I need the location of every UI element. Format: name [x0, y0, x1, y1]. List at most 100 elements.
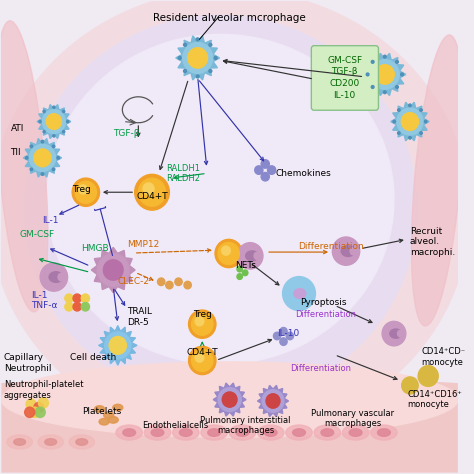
Text: IL-10: IL-10	[278, 329, 300, 338]
Circle shape	[218, 388, 241, 411]
Circle shape	[81, 302, 90, 311]
Text: Treg: Treg	[193, 310, 212, 319]
Text: Differentiation: Differentiation	[295, 310, 356, 319]
Text: Recruit
alveol.
macrophi.: Recruit alveol. macrophi.	[410, 227, 455, 256]
Text: Capillary: Capillary	[4, 353, 44, 362]
Ellipse shape	[264, 429, 277, 437]
Ellipse shape	[411, 35, 463, 326]
Ellipse shape	[0, 0, 469, 438]
Circle shape	[30, 168, 33, 171]
Text: IL-1: IL-1	[43, 216, 59, 225]
Circle shape	[209, 70, 212, 73]
Text: Treg: Treg	[72, 185, 91, 194]
Circle shape	[401, 113, 419, 130]
Circle shape	[81, 294, 90, 302]
Ellipse shape	[236, 429, 249, 437]
Circle shape	[382, 321, 406, 346]
Text: Pyroptosis: Pyroptosis	[301, 299, 347, 308]
Circle shape	[242, 270, 248, 276]
Circle shape	[237, 274, 242, 279]
Ellipse shape	[116, 425, 143, 440]
Circle shape	[43, 110, 45, 112]
Ellipse shape	[321, 429, 334, 437]
Ellipse shape	[47, 35, 394, 364]
Text: CD4+T: CD4+T	[136, 192, 168, 201]
Circle shape	[267, 166, 276, 174]
Text: NETs: NETs	[235, 261, 256, 270]
Ellipse shape	[342, 425, 369, 440]
Circle shape	[184, 281, 191, 289]
Ellipse shape	[246, 251, 258, 261]
Circle shape	[396, 86, 398, 89]
Circle shape	[63, 110, 65, 112]
Text: Resident alveolar mcrophage: Resident alveolar mcrophage	[153, 13, 306, 23]
Ellipse shape	[201, 425, 228, 440]
Ellipse shape	[341, 246, 355, 256]
Circle shape	[52, 145, 55, 147]
Circle shape	[65, 302, 73, 311]
Text: ATI: ATI	[10, 124, 24, 133]
Circle shape	[157, 278, 165, 285]
Ellipse shape	[390, 329, 401, 338]
Circle shape	[261, 173, 269, 181]
Circle shape	[46, 114, 62, 129]
Circle shape	[189, 346, 216, 374]
Ellipse shape	[350, 247, 357, 255]
Text: CD14⁺CD16⁺
monocyte: CD14⁺CD16⁺ monocyte	[408, 390, 463, 409]
Ellipse shape	[286, 425, 312, 440]
Polygon shape	[257, 385, 289, 417]
Circle shape	[63, 130, 65, 133]
Ellipse shape	[69, 435, 94, 449]
Circle shape	[53, 135, 55, 137]
Circle shape	[409, 137, 411, 139]
Circle shape	[195, 353, 204, 362]
Polygon shape	[213, 383, 246, 416]
Circle shape	[283, 277, 316, 310]
Circle shape	[67, 120, 69, 123]
Ellipse shape	[49, 272, 63, 283]
Circle shape	[73, 294, 81, 302]
Circle shape	[398, 109, 400, 111]
Circle shape	[222, 246, 230, 255]
Circle shape	[39, 120, 41, 123]
Circle shape	[371, 86, 374, 89]
Ellipse shape	[294, 289, 306, 299]
Ellipse shape	[94, 406, 105, 412]
Circle shape	[72, 178, 100, 206]
Circle shape	[209, 43, 212, 46]
Text: RALDH1
RALDH2: RALDH1 RALDH2	[166, 164, 200, 183]
Circle shape	[420, 132, 422, 134]
Circle shape	[409, 104, 411, 107]
Circle shape	[43, 130, 45, 133]
Circle shape	[222, 392, 237, 407]
Circle shape	[189, 310, 216, 338]
Ellipse shape	[377, 429, 390, 437]
Circle shape	[109, 337, 127, 354]
Circle shape	[261, 160, 269, 168]
Text: GM-CSF
TGF-β
CD200
IL-10: GM-CSF TGF-β CD200 IL-10	[327, 55, 362, 100]
Circle shape	[420, 109, 422, 111]
Text: Differentiation: Differentiation	[291, 365, 351, 374]
Text: HMGB: HMGB	[81, 244, 109, 253]
Circle shape	[418, 365, 438, 386]
Text: MMP12: MMP12	[127, 239, 159, 248]
Circle shape	[34, 149, 51, 167]
Ellipse shape	[104, 412, 114, 419]
Circle shape	[135, 174, 169, 210]
Circle shape	[371, 60, 399, 89]
Circle shape	[183, 70, 186, 73]
Circle shape	[182, 43, 213, 73]
Ellipse shape	[144, 425, 171, 440]
Circle shape	[75, 181, 97, 203]
Circle shape	[280, 338, 287, 346]
Text: Differentiation: Differentiation	[298, 242, 364, 251]
Ellipse shape	[0, 21, 48, 312]
Circle shape	[26, 156, 28, 159]
Circle shape	[175, 278, 182, 285]
Polygon shape	[176, 36, 219, 80]
Circle shape	[397, 108, 423, 135]
Ellipse shape	[398, 330, 403, 337]
Circle shape	[393, 120, 395, 123]
Circle shape	[214, 56, 217, 59]
Text: Pulmonary vascular
macrophages: Pulmonary vascular macrophages	[311, 409, 394, 428]
